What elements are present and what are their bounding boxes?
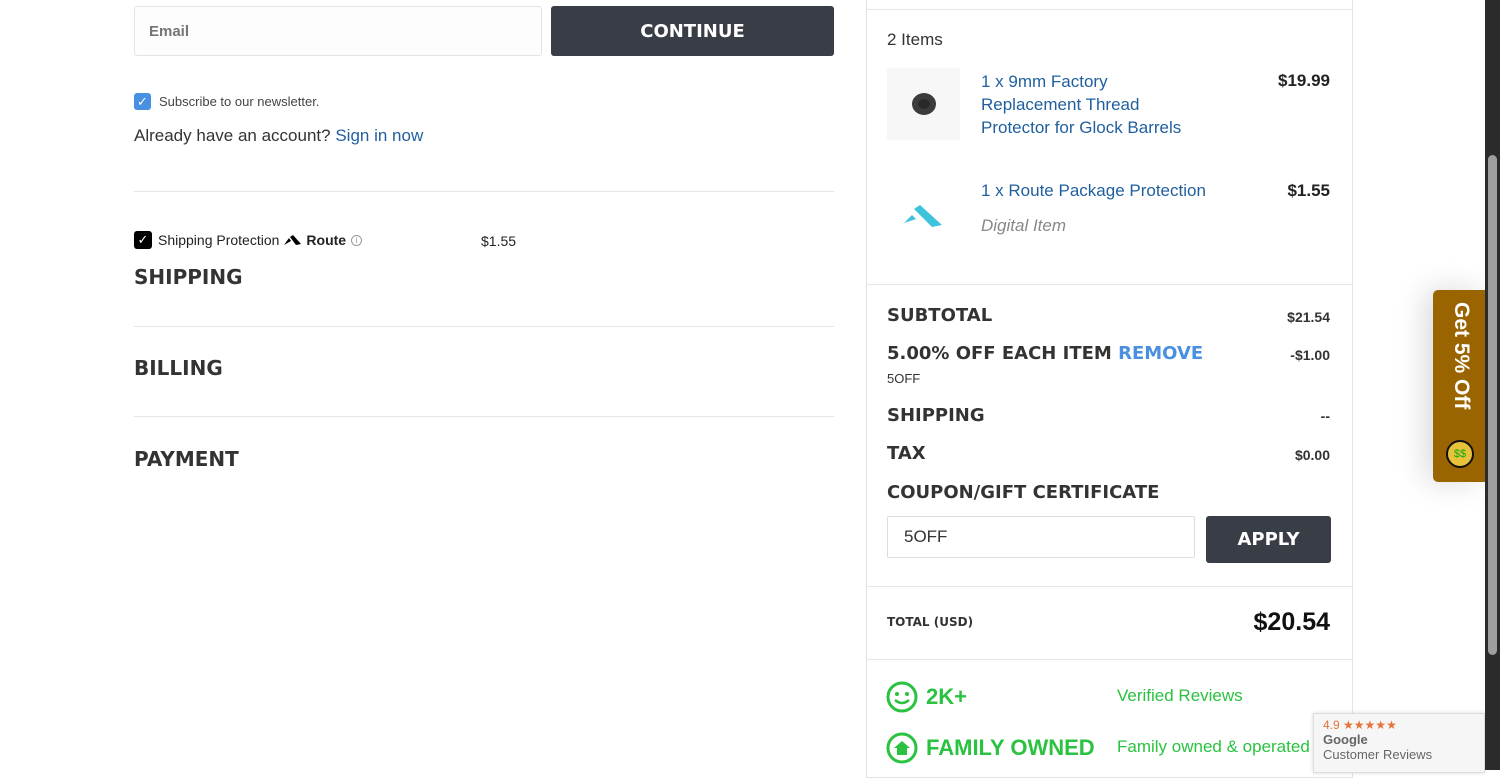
cart-item-name[interactable]: 1 x 9mm Factory Replacement Thread Prote… <box>981 72 1182 137</box>
total-label: TOTAL (USD) <box>887 615 974 629</box>
scrollbar-thumb[interactable] <box>1488 155 1497 655</box>
email-input[interactable] <box>134 6 542 56</box>
section-billing[interactable]: BILLING <box>134 356 223 380</box>
section-payment[interactable]: PAYMENT <box>134 447 239 471</box>
tax-value: $0.00 <box>1294 447 1330 463</box>
family-owned-text: Family owned & operated <box>1117 737 1310 756</box>
reviews-count: 2K+ <box>926 684 967 709</box>
tax-label: TAX <box>887 443 926 464</box>
divider <box>867 9 1352 10</box>
subtotal-value: $21.54 <box>1287 309 1330 325</box>
cart-item-price: $19.99 <box>1278 71 1330 90</box>
newsletter-checkbox[interactable]: ✓ <box>134 93 151 110</box>
discount-row: 5.00% OFF EACH ITEM REMOVE <box>887 343 1203 364</box>
discount-value: -$1.00 <box>1290 347 1330 363</box>
subtotal-label: SUBTOTAL <box>887 305 993 326</box>
divider <box>867 284 1352 285</box>
divider <box>134 416 834 417</box>
sign-in-link[interactable]: Sign in now <box>335 126 424 145</box>
divider <box>867 659 1352 660</box>
route-brand: Route <box>306 232 347 248</box>
reviews-text: Verified Reviews <box>1117 686 1243 705</box>
promo-tab-label: Get 5% Off <box>1450 302 1473 410</box>
product-image-thread-protector <box>887 68 960 140</box>
shipping-value: -- <box>1320 408 1330 424</box>
get-5-off-tab[interactable]: Get 5% Off $$ <box>1433 290 1485 482</box>
coupon-label: COUPON/GIFT CERTIFICATE <box>887 482 1160 503</box>
apply-coupon-button[interactable]: APPLY <box>1206 516 1331 563</box>
remove-discount-link[interactable]: REMOVE <box>1118 343 1204 364</box>
divider <box>134 326 834 327</box>
route-package-icon <box>904 205 942 227</box>
shipping-label: SHIPPING <box>887 405 985 426</box>
google-reviews-badge[interactable]: 4.9 ★★★★★ Google Customer Reviews <box>1313 713 1485 773</box>
cart-item-name[interactable]: 1 x Route Package Protection <box>981 181 1206 200</box>
divider <box>867 586 1352 587</box>
divider <box>134 191 834 192</box>
rating-stars: ★★★★★ <box>1343 718 1397 732</box>
coupon-input[interactable] <box>887 516 1195 558</box>
info-icon[interactable]: i <box>351 234 363 246</box>
item-count: 2 Items <box>887 30 943 49</box>
shipping-protection-checkbox[interactable]: ✓ <box>134 231 152 249</box>
thread-protector-icon <box>911 93 936 115</box>
family-owned-title: FAMILY OWNED <box>926 735 1095 760</box>
shipping-protection-price: $1.55 <box>481 233 517 249</box>
home-icon <box>886 732 918 764</box>
cart-item-price: $1.55 <box>1287 181 1330 200</box>
shipping-protection-row: Shipping Protection Route i <box>158 232 363 248</box>
customer-reviews-label: Customer Reviews <box>1323 747 1433 762</box>
discount-label: 5.00% OFF EACH ITEM <box>887 343 1112 364</box>
rating-value: 4.9 <box>1323 718 1340 732</box>
google-label: Google <box>1323 732 1368 747</box>
continue-button[interactable]: CONTINUE <box>551 6 834 56</box>
total-value: $20.54 <box>1253 608 1330 636</box>
account-prompt: Already have an account? Sign in now <box>134 126 423 146</box>
smiley-icon <box>886 681 918 713</box>
scrollbar[interactable] <box>1485 0 1500 770</box>
money-face-icon: $$ <box>1446 440 1474 468</box>
shipping-protection-label: Shipping Protection <box>158 232 280 248</box>
discount-code: 5OFF <box>887 371 921 386</box>
route-logo-icon <box>284 234 302 245</box>
newsletter-label: Subscribe to our newsletter. <box>159 94 320 109</box>
digital-item-note: Digital Item <box>981 216 1067 235</box>
account-prompt-text: Already have an account? <box>134 126 331 145</box>
section-shipping[interactable]: SHIPPING <box>134 265 243 289</box>
google-rating: 4.9 ★★★★★ <box>1323 718 1475 732</box>
